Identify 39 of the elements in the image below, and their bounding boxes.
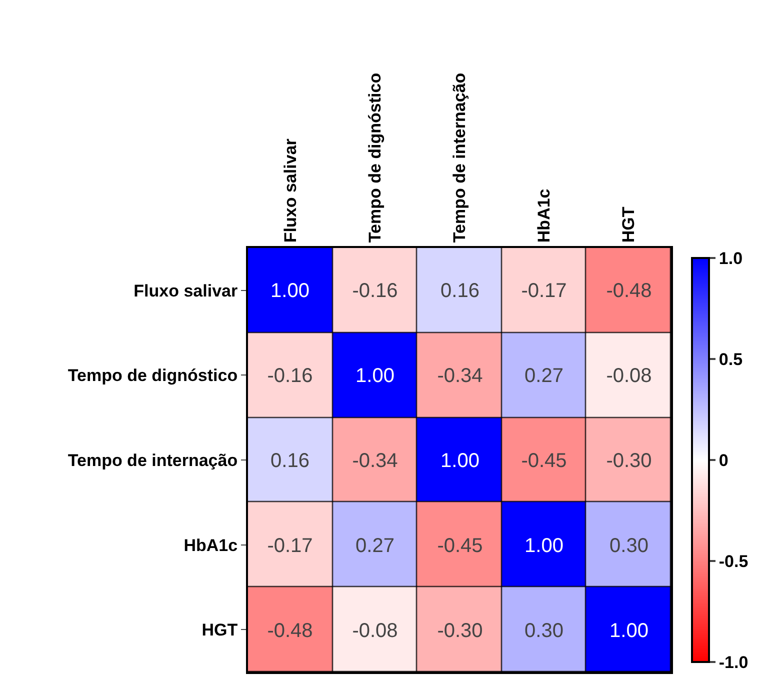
data-label: -0.17 [521, 280, 567, 302]
data-label: -0.30 [606, 450, 652, 472]
data-label: -0.48 [267, 620, 313, 642]
data-label: -0.34 [437, 365, 483, 387]
x-tick-label: Tempo de internação [450, 72, 470, 243]
y-tick-label: Tempo de dignóstico [68, 366, 238, 386]
data-label: 1.00 [270, 280, 310, 302]
data-label: 0.27 [524, 365, 564, 387]
data-label: 1.00 [524, 535, 564, 557]
color-bar-label: -1.0 [718, 652, 748, 672]
data-label: -0.17 [267, 535, 313, 557]
data-label: -0.08 [352, 620, 398, 642]
x-tick-label: Tempo de dignóstico [365, 72, 384, 243]
data-label: -0.16 [352, 280, 398, 302]
data-label: 0.30 [610, 535, 648, 557]
data-label: 1.00 [440, 450, 480, 472]
data-label: -0.45 [521, 450, 567, 472]
data-label: -0.48 [606, 280, 652, 302]
data-label: 0.16 [270, 450, 310, 472]
x-tick-label: HbA1c [534, 188, 554, 243]
y-tick-label: Fluxo salivar [134, 281, 238, 300]
data-label: 1.00 [610, 620, 648, 642]
color-bar-label: 0 [718, 450, 728, 470]
x-tick-label: HGT [619, 206, 638, 243]
data-label: -0.08 [606, 365, 652, 387]
data-label: 0.16 [440, 280, 480, 302]
data-label: 1.00 [356, 365, 394, 387]
y-tick-label: HGT [202, 620, 238, 640]
data-label: 0.27 [356, 535, 394, 557]
y-tick-label: HbA1c [184, 536, 238, 555]
data-label: -0.34 [352, 450, 398, 472]
color-bar-label: 1.0 [718, 248, 743, 268]
data-label: -0.45 [437, 535, 483, 557]
data-label: -0.16 [267, 365, 313, 387]
color-bar-label: 0.5 [718, 350, 743, 369]
color-bar-label: -0.5 [718, 552, 748, 571]
y-tick-label: Tempo de internação [68, 450, 238, 470]
data-label: 0.30 [524, 620, 564, 642]
data-label: -0.30 [437, 620, 483, 642]
